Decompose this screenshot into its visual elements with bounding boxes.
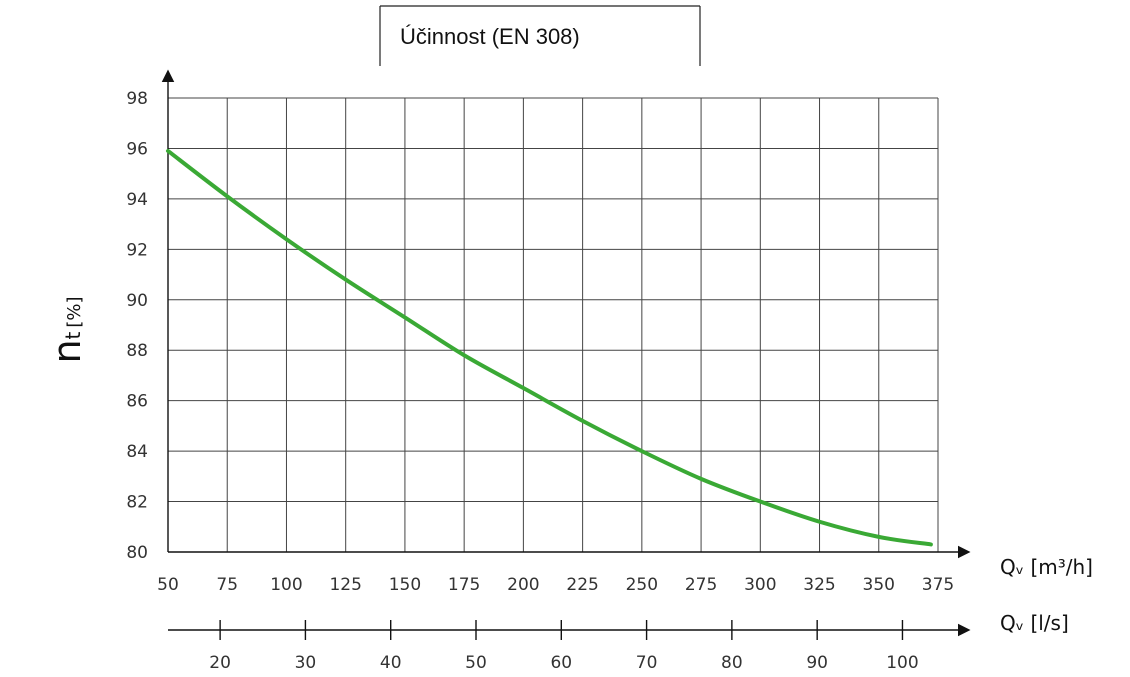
y-tick-label: 86 — [126, 392, 148, 412]
y-tick-label: 96 — [126, 139, 148, 159]
y-tick-label: 94 — [126, 190, 148, 210]
svg-text:nt[%]: nt [%] — [45, 296, 89, 363]
secondary-x-tick-label: 60 — [550, 653, 572, 673]
chart-title-box: Účinnost (EN 308) — [379, 5, 701, 66]
x-tick-label: 75 — [216, 575, 238, 595]
x-tick-label: 100 — [270, 575, 302, 595]
x-tick-label: 325 — [803, 575, 835, 595]
secondary-x-tick-label: 100 — [886, 653, 918, 673]
secondary-x-tick-label: 40 — [380, 653, 402, 673]
x-axis-label-bottom: Qᵥ [l/s] — [1000, 611, 1069, 635]
tick-labels: 80 82 84 86 88 90 92 94 96 98 50 75 100 125 150 175 200 2… — [126, 89, 954, 673]
grid — [168, 97, 939, 552]
y-axis-label: nt [%] — [45, 296, 89, 363]
x-tick-label: 150 — [389, 575, 421, 595]
secondary-x-tick-label: 50 — [465, 653, 487, 673]
chart-title: Účinnost (EN 308) — [400, 24, 580, 49]
y-tick-label: 88 — [126, 341, 148, 361]
secondary-x-tick-label: 80 — [721, 653, 743, 673]
x-tick-label: 125 — [329, 575, 361, 595]
x-tick-label: 175 — [448, 575, 480, 595]
y-axis-label-unit: [%] — [64, 296, 85, 327]
x-tick-label: 200 — [507, 575, 539, 595]
x-axis-label-top: Qᵥ [m³/h] — [1000, 555, 1093, 579]
x-tick-label: 350 — [863, 575, 895, 595]
y-tick-label: 92 — [126, 240, 148, 260]
x-tick-label: 375 — [922, 575, 954, 595]
x-tick-label: 300 — [744, 575, 776, 595]
secondary-x-tick-label: 20 — [209, 653, 231, 673]
x-tick-label: 50 — [157, 575, 179, 595]
y-tick-label: 84 — [126, 442, 148, 462]
y-axis-label-main: n — [45, 339, 89, 363]
x-tick-label: 275 — [685, 575, 717, 595]
efficiency-curve-line — [166, 148, 933, 547]
secondary-x-tick-label: 90 — [806, 653, 828, 673]
series-layer — [166, 148, 933, 547]
y-tick-label: 80 — [126, 543, 148, 563]
y-tick-label: 98 — [126, 89, 148, 109]
y-tick-label: 90 — [126, 291, 148, 311]
secondary-x-tick-label: 30 — [295, 653, 317, 673]
y-tick-label: 82 — [126, 493, 148, 513]
axes — [161, 69, 971, 640]
secondary-x-tick-label: 70 — [636, 653, 658, 673]
x-tick-label: 225 — [566, 575, 598, 595]
x-tick-label: 250 — [626, 575, 658, 595]
y-axis-label-subscript: t — [61, 331, 85, 339]
